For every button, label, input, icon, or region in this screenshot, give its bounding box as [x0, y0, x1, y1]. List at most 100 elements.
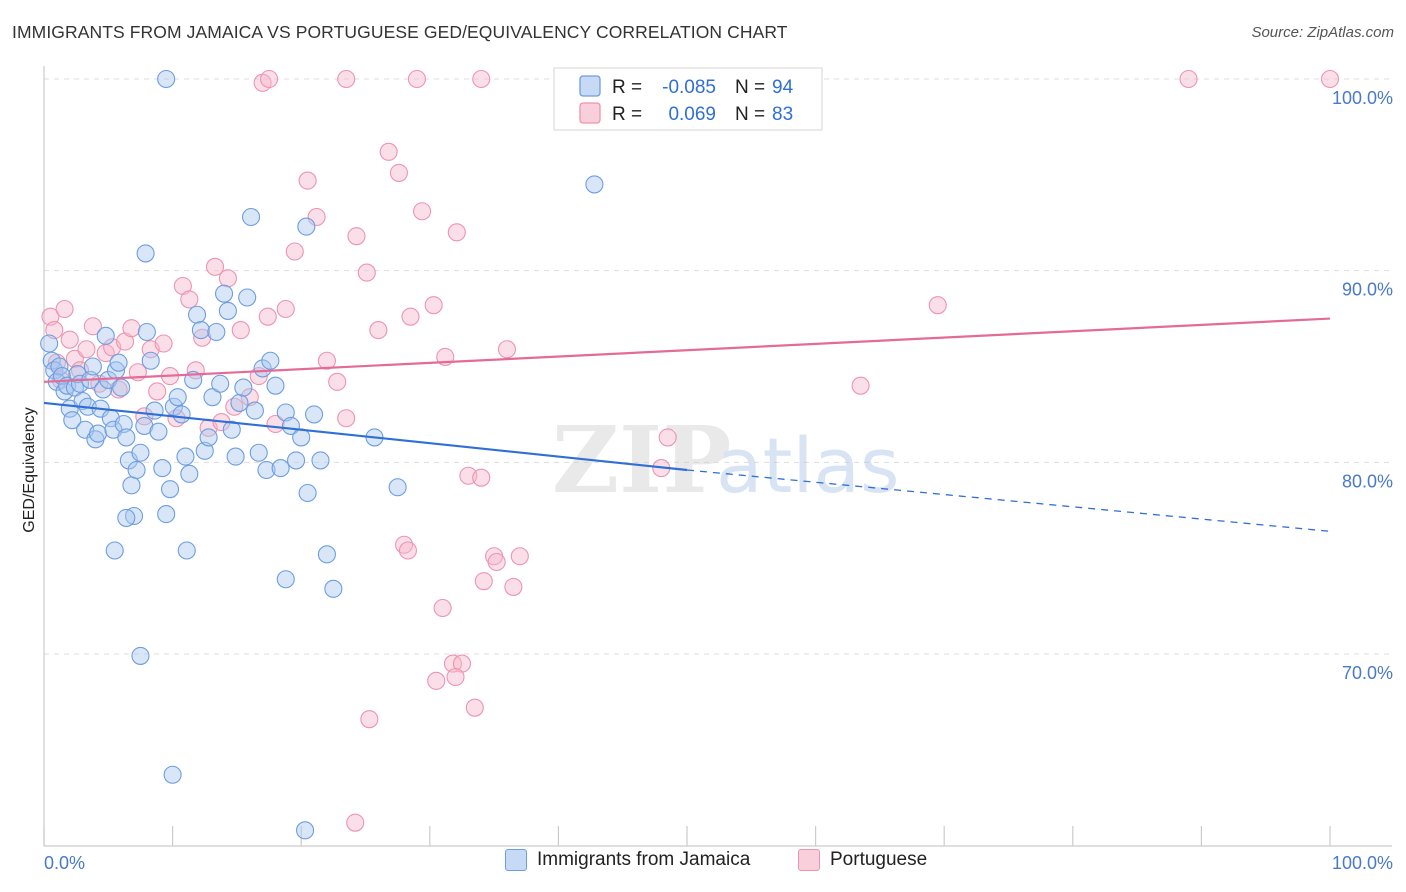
portuguese-point — [148, 382, 167, 401]
portuguese-point — [240, 388, 259, 407]
portuguese-point — [346, 813, 365, 832]
jamaica-point — [124, 506, 144, 526]
portuguese-point — [122, 319, 141, 338]
chart-title: IMMIGRANTS FROM JAMAICA VS PORTUGUESE GE… — [12, 22, 788, 42]
jamaica-point — [241, 207, 261, 227]
jamaica-point — [177, 541, 196, 560]
jamaica-point — [160, 480, 180, 499]
gridlines — [44, 78, 1392, 655]
portuguese-point — [328, 372, 347, 391]
portuguese-point — [298, 171, 317, 190]
jamaica-point — [249, 443, 268, 462]
watermark-zip: ZIP — [552, 406, 731, 514]
jamaica-point — [176, 447, 195, 466]
jamaica-point — [296, 821, 315, 840]
y-tick-labels: 70.0% 80.0% 90.0% 100.0% — [1332, 88, 1393, 683]
portuguese-point — [379, 142, 398, 161]
jamaica-point — [63, 411, 82, 430]
jamaica-point — [83, 357, 102, 376]
jamaica-trend-extension — [686, 469, 1331, 532]
portuguese-point — [928, 296, 947, 315]
jamaica-point — [137, 322, 156, 342]
jamaica-point — [234, 378, 253, 397]
portuguese-point — [510, 547, 529, 566]
portuguese-point — [317, 351, 336, 370]
jamaica-point — [287, 451, 306, 470]
portuguese-point — [433, 598, 452, 618]
portuguese-point — [1179, 69, 1198, 89]
x-tick-label-max: 100.0% — [1332, 853, 1393, 873]
legend-n-value-2: 83 — [772, 104, 793, 125]
jamaica-point — [226, 447, 245, 466]
jamaica-point — [117, 428, 136, 447]
portuguese-point — [357, 263, 376, 282]
portuguese-point — [851, 376, 870, 395]
jamaica-point — [245, 401, 264, 420]
trend-lines — [43, 317, 1331, 532]
jamaica-point — [153, 459, 172, 478]
portuguese-point — [180, 290, 199, 309]
portuguese-point — [504, 577, 523, 596]
portuguese-trend-line — [43, 317, 1331, 383]
jamaica-point — [88, 424, 108, 443]
portuguese-point — [446, 667, 465, 687]
jamaica-point — [261, 351, 280, 370]
portuguese-point — [205, 257, 225, 276]
portuguese-point — [1320, 69, 1340, 89]
portuguese-point — [231, 321, 250, 340]
jamaica-point — [117, 508, 136, 527]
legend-swatch-portuguese-bottom — [798, 849, 820, 871]
jamaica-point — [105, 541, 124, 560]
portuguese-point — [45, 321, 64, 340]
jamaica-point — [276, 403, 295, 422]
jamaica-point — [298, 483, 317, 503]
jamaica-point — [311, 451, 330, 470]
portuguese-point — [258, 307, 277, 326]
jamaica-point — [141, 351, 160, 370]
jamaica-point — [94, 380, 113, 399]
portuguese-point — [424, 296, 443, 315]
axes — [43, 66, 1392, 847]
y-tick-label: 70.0% — [1342, 663, 1393, 683]
jamaica-point — [324, 579, 343, 598]
jamaica-point — [222, 420, 241, 439]
portuguese-point — [41, 307, 60, 326]
portuguese-point — [337, 69, 356, 89]
x-tick-labels: 0.0% 100.0% — [44, 853, 1393, 873]
portuguese-point — [337, 409, 356, 428]
jamaica-point — [195, 441, 214, 460]
y-axis-title: GED/Equivalency — [21, 407, 38, 532]
jamaica-point — [238, 288, 257, 307]
bottom-legend: Immigrants from Jamaica Portuguese — [0, 849, 1406, 879]
jamaica-point — [114, 414, 133, 434]
jamaica-point — [109, 353, 128, 372]
legend-r-value-2: 0.069 — [668, 104, 716, 125]
legend-item-jamaica[interactable]: Immigrants from Jamaica — [505, 849, 750, 871]
jamaica-point — [187, 305, 207, 324]
legend-r-label-2: R = — [612, 104, 642, 125]
jamaica-point — [122, 476, 141, 495]
portuguese-point — [389, 163, 408, 182]
jamaica-point — [191, 321, 210, 340]
jamaica-point — [214, 284, 234, 303]
portuguese-point — [218, 269, 237, 288]
jamaica-point — [149, 422, 168, 441]
portuguese-point — [487, 552, 506, 572]
portuguese-point — [472, 69, 491, 89]
jamaica-point — [276, 570, 295, 589]
portuguese-point — [276, 299, 295, 319]
legend-n-label-2: N = — [735, 104, 765, 125]
portuguese-point — [347, 227, 366, 246]
jamaica-point — [180, 464, 199, 483]
jamaica-trend-line — [43, 401, 688, 472]
legend-n-value-1: 94 — [772, 77, 794, 98]
jamaica-point — [388, 478, 407, 497]
jamaica-point — [136, 244, 155, 263]
portuguese-point — [55, 299, 74, 319]
jamaica-point — [96, 326, 115, 345]
watermark: ZIP atlas — [552, 406, 900, 514]
jamaica-point — [157, 69, 176, 89]
jamaica-point — [172, 405, 191, 424]
legend-item-portuguese[interactable]: Portuguese — [798, 849, 927, 871]
